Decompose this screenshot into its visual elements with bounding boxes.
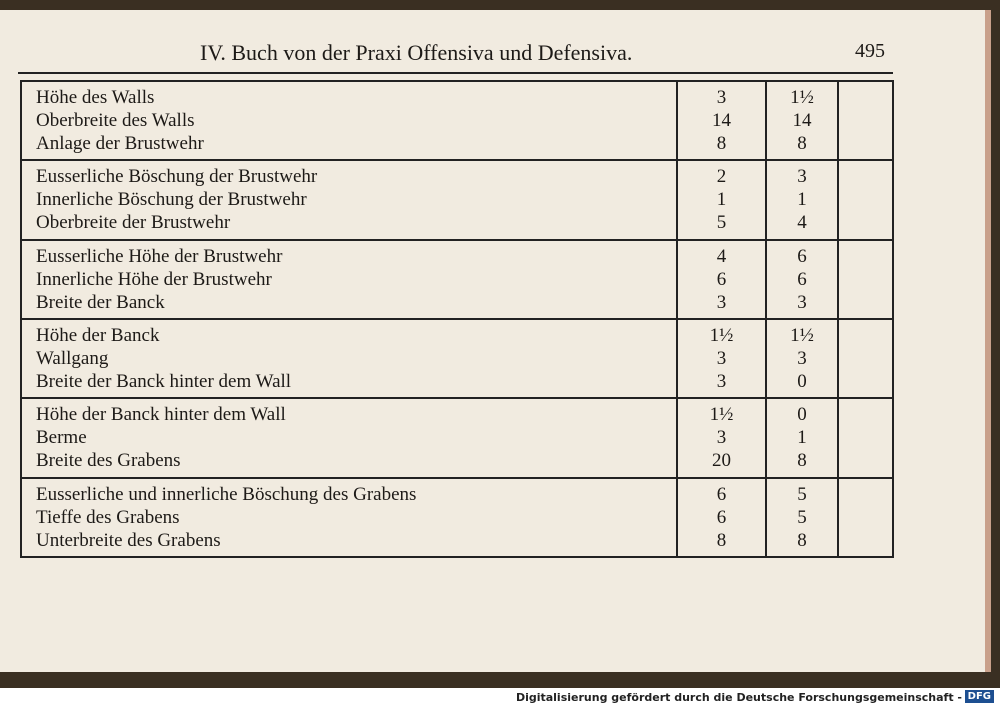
row-value: 6 bbox=[797, 268, 807, 290]
label-column: Eusserliche und innerliche Böschung des … bbox=[22, 478, 678, 556]
table: Höhe des Walls Oberbreite des Walls Anlage… bbox=[20, 80, 894, 558]
row-value: 6 bbox=[716, 506, 727, 528]
row-value: 20 bbox=[712, 450, 731, 472]
row-label: Eusserliche Höhe der Brustwehr bbox=[36, 245, 283, 267]
row-value: 1½ bbox=[709, 404, 734, 426]
book-page: IV. Buch von der Praxi Offensiva und Def… bbox=[0, 10, 991, 672]
label-column: Höhe der Banck Wallgang Breite der Banck h… bbox=[22, 319, 678, 398]
row-value: 0 bbox=[797, 371, 807, 393]
row-value: 6 bbox=[716, 268, 727, 290]
row-value: 3 bbox=[716, 427, 727, 449]
value-column: 1½ 3 0 bbox=[767, 319, 839, 398]
row-value: 1 bbox=[716, 189, 727, 211]
row-value: 2 bbox=[716, 166, 727, 188]
row-value: 3 bbox=[716, 348, 727, 370]
row-label: Unterbreite des Grabens bbox=[36, 529, 221, 551]
row-value: 4 bbox=[716, 245, 727, 267]
row-value: 8 bbox=[797, 529, 807, 551]
value-column: 3 14 8 bbox=[678, 82, 767, 160]
row-label: Höhe des Walls bbox=[36, 87, 155, 109]
row-label: Höhe der Banck bbox=[36, 325, 160, 347]
label-column: Eusserliche Höhe der Brustwehr Innerliche… bbox=[22, 240, 678, 318]
value-column: 1½ 3 3 bbox=[678, 319, 767, 398]
row-value: 3 bbox=[797, 291, 807, 313]
row-value: 14 bbox=[712, 110, 731, 132]
row-value: 3 bbox=[716, 291, 727, 313]
row-value: 4 bbox=[797, 212, 807, 234]
row-value: 8 bbox=[716, 133, 727, 155]
row-group: Eusserliche und innerliche Böschung des … bbox=[22, 478, 892, 556]
row-label: Breite des Grabens bbox=[36, 450, 181, 472]
row-label: Oberbreite des Walls bbox=[36, 110, 195, 132]
row-value: 1 bbox=[797, 427, 807, 449]
row-label: Höhe der Banck hinter dem Wall bbox=[36, 404, 286, 426]
row-value: 1 bbox=[797, 189, 807, 211]
row-label: Innerliche Höhe der Brustwehr bbox=[36, 268, 272, 290]
row-value: 1½ bbox=[790, 87, 814, 109]
value-column: 1½ 14 8 bbox=[767, 82, 839, 160]
empty-column bbox=[839, 82, 892, 159]
row-value: 5 bbox=[797, 483, 807, 505]
row-value: 1½ bbox=[709, 325, 734, 347]
row-value: 8 bbox=[716, 529, 727, 551]
empty-column bbox=[839, 479, 892, 556]
row-label: Breite der Banck hinter dem Wall bbox=[36, 371, 292, 393]
empty-column bbox=[839, 399, 892, 476]
row-value: 5 bbox=[716, 212, 727, 234]
row-value: 8 bbox=[797, 450, 807, 472]
row-label: Oberbreite der Brustwehr bbox=[36, 212, 231, 234]
label-column: Höhe der Banck hinter dem Wall Berme Breit… bbox=[22, 399, 678, 477]
row-value: 3 bbox=[716, 87, 727, 109]
row-group: Höhe des Walls Oberbreite des Walls Anlage… bbox=[22, 82, 892, 162]
row-label: Wallgang bbox=[36, 348, 109, 370]
row-label: Eusserliche Böschung der Brustwehr bbox=[36, 166, 318, 188]
row-label: Innerliche Böschung der Brustwehr bbox=[36, 189, 307, 211]
row-label: Eusserliche und innerliche Böschung des … bbox=[36, 483, 417, 505]
row-label: Tieffe des Grabens bbox=[36, 506, 180, 528]
label-column: Höhe des Walls Oberbreite des Walls Anlage… bbox=[22, 82, 678, 160]
logo: DFG bbox=[964, 690, 994, 703]
header-rule bbox=[18, 72, 893, 74]
empty-column bbox=[839, 320, 892, 397]
row-group: Höhe der Banck Wallgang Breite der Banck h… bbox=[22, 319, 892, 400]
value-column: 1½ 3 20 bbox=[678, 399, 767, 477]
row-value: 6 bbox=[716, 483, 727, 505]
page-number: 495 bbox=[855, 40, 885, 62]
row-value: 3 bbox=[797, 348, 807, 370]
label-column: Eusserliche Böschung der Brustwehr Innerl… bbox=[22, 161, 678, 239]
row-value: 3 bbox=[797, 166, 807, 188]
row-group: Eusserliche Höhe der Brustwehr Innerliche… bbox=[22, 240, 892, 320]
empty-column bbox=[839, 241, 892, 318]
row-group: Eusserliche Böschung der Brustwehr Innerl… bbox=[22, 161, 892, 241]
row-group: Höhe der Banck hinter dem Wall Berme Breit… bbox=[22, 399, 892, 479]
row-value: 1½ bbox=[790, 325, 814, 347]
row-label: Anlage der Brustwehr bbox=[36, 133, 204, 155]
row-label: Breite der Banck bbox=[36, 291, 165, 313]
empty-column bbox=[839, 161, 892, 238]
row-value: 3 bbox=[716, 371, 727, 393]
row-value: 14 bbox=[792, 110, 812, 132]
row-value: 5 bbox=[797, 506, 807, 528]
row-value: 0 bbox=[797, 404, 807, 426]
credit: Digitalisierung gefördert durch die Deut… bbox=[515, 691, 962, 704]
running-title: IV. Buch von der Praxi Offensiva und Def… bbox=[200, 40, 633, 65]
row-label: Berme bbox=[36, 427, 87, 449]
footer: Digitalisierung gefördert durch die Deut… bbox=[0, 688, 1000, 707]
row-value: 8 bbox=[797, 133, 807, 155]
row-value: 6 bbox=[797, 245, 807, 267]
